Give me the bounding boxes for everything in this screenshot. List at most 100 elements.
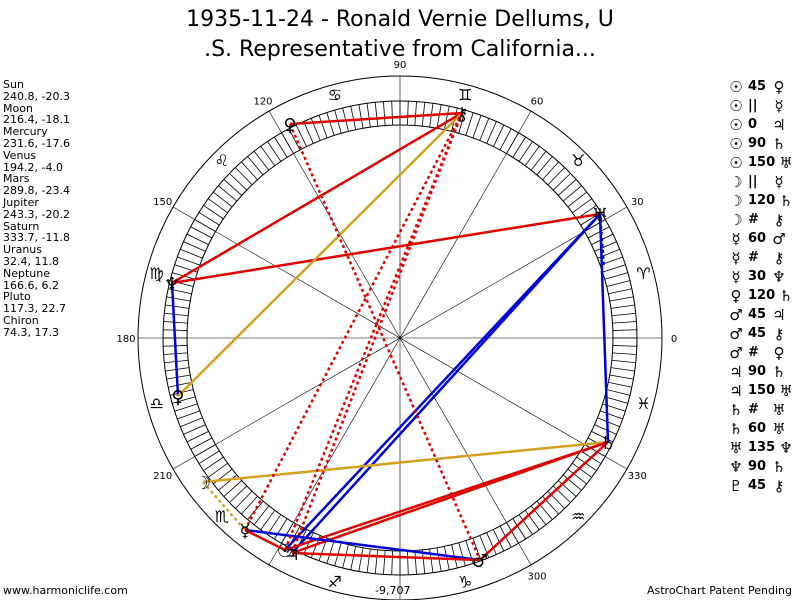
- degree-tick: [610, 304, 635, 309]
- degree-tick: [611, 312, 636, 317]
- aspect-symbol: 45: [748, 326, 767, 341]
- degree-tick: [183, 241, 206, 252]
- aspect-line: [291, 551, 481, 562]
- degree-tick: [524, 146, 540, 166]
- degree-tick: [486, 532, 497, 555]
- aspect-line: [479, 441, 609, 561]
- degree-tick: [458, 110, 466, 134]
- degree-label: 330: [628, 471, 647, 482]
- degree-label: 120: [253, 97, 272, 108]
- degree-tick: [479, 118, 490, 141]
- planet-glyph-icon: ♅: [779, 381, 793, 400]
- website-link[interactable]: www.harmoniclife.com: [3, 584, 128, 597]
- degree-label: 90: [394, 60, 407, 71]
- degree-tick: [208, 462, 228, 478]
- planet-coords: 166.6, 6.2: [3, 278, 59, 292]
- degree-tick: [576, 456, 597, 471]
- degree-tick: [208, 198, 228, 214]
- zodiac-sign-icon: ♎: [149, 394, 163, 413]
- degree-tick: [350, 106, 357, 130]
- degree-label: 210: [153, 471, 172, 482]
- planet-glyph-icon: ☿: [731, 267, 741, 286]
- aspect-symbol: 150: [748, 383, 776, 398]
- degree-tick: [602, 264, 626, 273]
- degree-tick: [604, 396, 628, 404]
- planet-glyph-icon: ☿: [774, 96, 784, 115]
- degree-tick: [172, 396, 196, 404]
- degree-tick: [458, 542, 466, 566]
- planet-name: Mars: [3, 172, 30, 186]
- zodiac-sign-icon: ♊: [458, 86, 472, 105]
- degree-tick: [229, 173, 248, 191]
- aspect-line: [170, 282, 180, 397]
- planet-glyph-icon: ☽: [729, 172, 743, 191]
- degree-tick: [609, 374, 634, 380]
- degree-label: 60: [531, 97, 544, 108]
- planet-glyph-icon: ☉: [729, 77, 743, 96]
- degree-tick: [274, 518, 288, 540]
- planet-glyph-icon: ♅: [592, 205, 608, 226]
- planet-glyph-icon: ☉: [729, 96, 743, 115]
- degree-tick: [572, 462, 592, 478]
- aspect-line: [171, 212, 601, 285]
- degree-tick: [163, 321, 188, 324]
- degree-tick: [567, 191, 588, 208]
- degree-tick: [465, 112, 474, 136]
- planet-glyph-icon: ♆: [729, 457, 743, 476]
- degree-tick: [536, 156, 553, 176]
- aspect-symbol: 60: [748, 231, 767, 246]
- aspect-row: ☿ # ⚷: [728, 248, 798, 267]
- degree-tick: [267, 514, 282, 535]
- degree-tick: [235, 490, 253, 509]
- aspect-symbol: 0: [748, 117, 758, 132]
- degree-tick: [177, 410, 200, 420]
- degree-tick: [518, 514, 533, 535]
- degree-tick: [594, 241, 617, 252]
- aspect-symbol: ||: [748, 174, 758, 189]
- planet-glyph-icon: ♃: [729, 381, 743, 400]
- planet-coords: 243.3, -20.2: [3, 207, 70, 221]
- degree-label: 30: [631, 197, 644, 208]
- aspect-row: ☉ 150 ♅: [728, 153, 798, 172]
- zodiac-sign-icon: ♌: [215, 151, 229, 170]
- zodiac-sign-icon: ♒: [571, 507, 585, 526]
- degree-tick: [260, 146, 276, 166]
- aspect-row: ♀ 120 ♄: [728, 286, 798, 305]
- planet-glyph-icon: ♅: [772, 400, 786, 419]
- planet-name: Saturn: [3, 219, 40, 233]
- planet-glyph-icon: ♀: [730, 286, 742, 305]
- aspect-line: [177, 112, 463, 397]
- planet-glyph-icon: ♄: [772, 457, 786, 476]
- zodiac-sign-icon: ♏: [215, 507, 229, 526]
- aspect-symbol: 90: [748, 459, 767, 474]
- degree-tick: [518, 141, 533, 162]
- degree-tick: [608, 288, 632, 295]
- planet-glyph-icon: ♆: [779, 438, 793, 457]
- degree-tick: [235, 167, 253, 186]
- degree-tick: [198, 450, 220, 464]
- planet-glyph-icon: ⚷: [455, 104, 468, 125]
- degree-tick: [512, 518, 526, 540]
- planet-glyph-icon: ♂: [772, 229, 786, 248]
- aspect-line-dashed: [290, 112, 464, 554]
- degree-tick: [391, 101, 393, 126]
- degree-tick: [326, 112, 335, 136]
- degree-tick: [594, 424, 617, 435]
- planet-name: Uranus: [3, 243, 42, 257]
- aspect-line: [289, 111, 463, 126]
- degree-tick: [241, 496, 258, 515]
- degree-tick: [203, 456, 224, 471]
- degree-tick: [183, 424, 206, 435]
- aspect-list: ☉ 45 ♀ ☉ || ☿ ☉ 0 ♃ ☉ 90 ♄ ☉ 150 ♅ ☽ || ☿ ☽ 120 ♄ ☽ # ⚷ ☿ 60 ♂ ☿ # ⚷ ☿…: [728, 77, 798, 495]
- aspect-line: [244, 528, 481, 562]
- degree-tick: [436, 104, 442, 129]
- degree-tick: [558, 179, 577, 196]
- degree-tick: [190, 437, 213, 450]
- aspect-symbol: 135: [748, 440, 776, 455]
- degree-tick: [606, 280, 631, 287]
- degree-tick: [366, 548, 371, 573]
- planet-coords: 117.3, 22.7: [3, 302, 66, 316]
- degree-tick: [604, 272, 628, 280]
- degree-label: 0: [671, 334, 677, 345]
